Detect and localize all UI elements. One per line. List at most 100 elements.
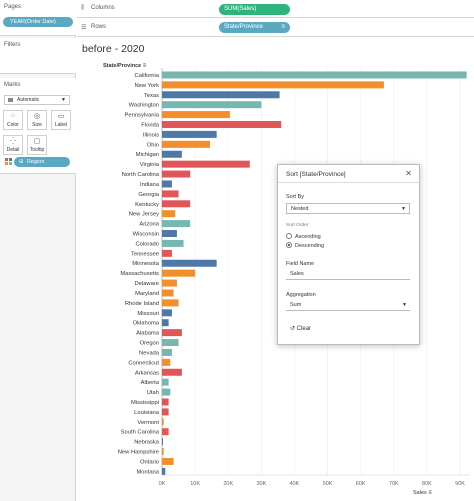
bar	[162, 101, 262, 109]
color-button[interactable]: ⁘ Color	[3, 110, 23, 130]
sort-icon: ≡	[428, 490, 432, 496]
label-button[interactable]: ▭ Label	[51, 110, 71, 130]
x-axis-title[interactable]: Sales ≡	[413, 490, 432, 496]
x-tick-label: 40K	[290, 481, 300, 487]
tooltip-label: Tooltip	[29, 147, 45, 153]
year-order-date-pill[interactable]: YEAR(Order Date)	[3, 17, 73, 27]
aggregation-value: Sum	[290, 302, 302, 308]
mark-type-value: Automatic	[17, 97, 40, 103]
state-label: Maryland	[135, 291, 159, 297]
bar	[162, 448, 164, 456]
clear-button[interactable]: ↺ Clear	[290, 325, 311, 332]
bar	[162, 249, 172, 257]
ascending-label: Ascending	[295, 234, 321, 240]
bar	[162, 111, 230, 119]
bar	[162, 388, 171, 396]
columns-shelf[interactable]: ⫼ Columns SUM(Sales)	[77, 0, 474, 18]
sort-icon: ≡	[142, 63, 147, 69]
state-label: Oregon	[140, 341, 159, 347]
descending-radio[interactable]: Descending	[286, 242, 324, 249]
radio-off-icon	[286, 233, 292, 239]
state-label: New York	[135, 83, 160, 89]
rows-icon: ☰	[81, 25, 87, 31]
chevron-down-icon: ▼	[401, 206, 406, 212]
state-label: Tennessee	[131, 251, 159, 257]
x-tick-label: 10K	[190, 481, 200, 487]
aggregation-select[interactable]: Sum ▼	[286, 300, 410, 311]
bar	[162, 150, 182, 158]
state-label: Vermont	[137, 420, 159, 426]
bar	[162, 457, 174, 465]
bar	[162, 210, 176, 218]
tooltip-icon: ▢	[33, 138, 41, 145]
bar	[162, 319, 169, 327]
state-label: Ohio	[147, 142, 159, 148]
state-label: Pennsylvania	[125, 113, 160, 119]
bar	[162, 269, 196, 277]
row-header[interactable]: State/Province ≡	[103, 63, 146, 69]
bar	[162, 438, 163, 446]
state-label: Kentucky	[135, 202, 159, 208]
x-tick-label: 60K	[356, 481, 366, 487]
bar	[162, 428, 169, 436]
columns-icon: ⫼	[81, 5, 84, 11]
ascending-radio[interactable]: Ascending	[286, 233, 321, 240]
sort-by-select[interactable]: Nested ▼	[286, 203, 410, 214]
bar	[162, 71, 467, 79]
state-label: Massachusetts	[120, 271, 159, 277]
label-icon: ▭	[57, 113, 65, 120]
state-label: New Hampshire	[118, 450, 159, 456]
aggregation-label: Aggregation	[286, 292, 316, 298]
state-province-pill[interactable]: State/Province ≡	[219, 22, 290, 33]
state-label: Georgia	[138, 192, 159, 198]
detail-icon: ⁛	[10, 138, 16, 145]
dimension-icon: ⊞	[19, 159, 24, 165]
color-label: Color	[7, 122, 19, 128]
close-icon[interactable]: ✕	[405, 169, 412, 178]
mark-type-dropdown[interactable]: Automatic ▼	[4, 95, 70, 105]
sort-icon: ≡	[281, 24, 285, 30]
bar	[162, 368, 182, 376]
state-label: Alberta	[141, 380, 160, 386]
size-button[interactable]: ◎ Size	[27, 110, 47, 130]
bar	[162, 239, 184, 247]
rows-shelf[interactable]: ☰ Rows State/Province ≡	[77, 19, 474, 37]
bar	[162, 91, 280, 99]
bar	[162, 339, 179, 347]
bar	[162, 279, 177, 287]
state-label: Texas	[144, 93, 159, 99]
state-label: Montana	[136, 469, 159, 475]
bar	[162, 220, 191, 228]
field-name-value: Sales	[290, 271, 304, 277]
bar	[162, 309, 172, 317]
detail-label: Detail	[6, 147, 20, 153]
bar	[162, 121, 282, 129]
filters-title: Filters	[4, 42, 21, 48]
sort-order-label: Sort Order	[286, 223, 309, 228]
marks-title: Marks	[4, 82, 21, 88]
size-icon: ◎	[33, 113, 41, 120]
bar	[162, 140, 211, 148]
bar	[162, 81, 384, 89]
state-label: Florida	[141, 123, 159, 129]
clear-icon: ↺	[290, 326, 296, 332]
region-pill[interactable]: ⊞ Region	[14, 157, 70, 167]
size-label: Size	[32, 122, 42, 128]
bar	[162, 190, 179, 198]
bar	[162, 200, 191, 208]
chevron-down-icon: ▼	[402, 302, 407, 308]
bar	[162, 170, 191, 178]
field-name-select[interactable]: Sales	[286, 269, 410, 280]
sum-sales-pill[interactable]: SUM(Sales)	[219, 4, 290, 15]
state-province-pill-label: State/Province	[224, 24, 264, 30]
x-tick-label: 20K	[223, 481, 233, 487]
state-label: Utah	[147, 390, 159, 396]
state-label: Nebraska	[134, 440, 160, 446]
state-label: North Carolina	[122, 172, 160, 178]
detail-button[interactable]: ⁛ Detail	[3, 135, 23, 155]
tooltip-button[interactable]: ▢ Tooltip	[27, 135, 47, 155]
palette-icon: ⁘	[10, 113, 16, 120]
state-label: Nevada	[139, 350, 160, 356]
sort-dialog-header: Sort [State/Province] ✕	[278, 165, 419, 183]
